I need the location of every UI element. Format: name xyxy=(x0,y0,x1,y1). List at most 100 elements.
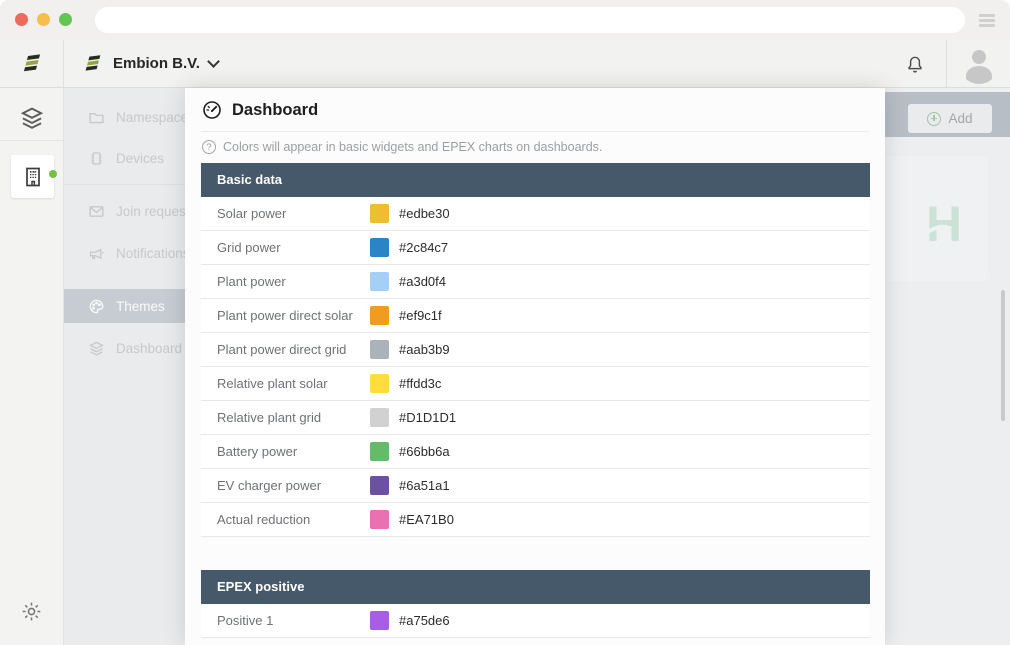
color-row[interactable]: Plant power direct grid #aab3b9 xyxy=(201,333,870,367)
color-row-label: Actual reduction xyxy=(217,512,311,527)
color-row-label: Relative plant grid xyxy=(217,410,322,425)
chevron-down-icon xyxy=(207,55,220,68)
color-row[interactable]: Relative plant grid #D1D1D1 xyxy=(201,401,870,435)
url-bar[interactable] xyxy=(95,7,965,33)
color-section: Basic data Solar power #edbe30 Grid powe… xyxy=(201,163,870,537)
section-header: EPEX positive xyxy=(201,570,870,604)
color-row[interactable]: Plant power direct solar #ef9c1f xyxy=(201,299,870,333)
color-hex-value: #D1D1D1 xyxy=(399,410,457,425)
sidebar-item-notifications[interactable]: Notifications xyxy=(64,236,254,270)
color-row-label: EV charger power xyxy=(217,478,322,493)
layers-icon xyxy=(20,107,43,129)
close-window-button[interactable] xyxy=(15,13,28,26)
color-row[interactable]: Positive 1 #a75de6 xyxy=(201,604,870,638)
color-hex-value: #2c84c7 xyxy=(399,240,449,255)
color-hex-value: #aab3b9 xyxy=(399,342,450,357)
color-swatch[interactable] xyxy=(370,374,389,393)
color-row-label: Positive 1 xyxy=(217,613,274,628)
modal-title: Dashboard xyxy=(232,100,319,119)
color-swatch[interactable] xyxy=(370,204,389,223)
color-swatch[interactable] xyxy=(370,611,389,630)
app-logo[interactable] xyxy=(0,40,64,87)
color-swatch[interactable] xyxy=(370,408,389,427)
browser-toolbar xyxy=(0,0,1010,40)
page-scrollbar-thumb[interactable] xyxy=(1001,290,1005,421)
chip-icon xyxy=(91,151,102,165)
color-swatch[interactable] xyxy=(370,238,389,257)
embion-logo-icon xyxy=(23,53,40,71)
color-row[interactable]: Plant power #a3d0f4 xyxy=(201,265,870,299)
color-row-label: Battery power xyxy=(217,444,298,459)
color-hex-value: #a3d0f4 xyxy=(399,274,446,289)
online-status-dot xyxy=(49,170,57,178)
rail-organization-button[interactable] xyxy=(11,155,54,198)
megaphone-icon xyxy=(89,248,104,259)
avatar xyxy=(958,43,999,84)
customer-logo: H xyxy=(926,196,962,252)
bell-icon xyxy=(908,56,922,73)
color-row-label: Plant power xyxy=(217,274,286,289)
color-hex-value: #6a51a1 xyxy=(399,478,450,493)
nav-divider xyxy=(64,184,254,185)
color-swatch[interactable] xyxy=(370,272,389,291)
color-hex-value: #ef9c1f xyxy=(399,308,442,323)
modal-divider xyxy=(201,131,869,132)
add-button[interactable]: Add xyxy=(908,104,992,133)
building-icon xyxy=(25,167,40,186)
rail-namespaces-button[interactable] xyxy=(0,105,63,131)
question-circle-icon: ? xyxy=(202,140,216,154)
color-hex-value: #a75de6 xyxy=(399,613,450,628)
folder-icon xyxy=(89,112,104,123)
color-hex-value: #66bb6a xyxy=(399,444,450,459)
color-row[interactable]: Battery power #66bb6a xyxy=(201,435,870,469)
plus-circle-icon xyxy=(927,111,942,126)
color-swatch[interactable] xyxy=(370,476,389,495)
color-row[interactable]: EV charger power #6a51a1 xyxy=(201,469,870,503)
maximize-window-button[interactable] xyxy=(59,13,72,26)
color-hex-value: #ffdd3c xyxy=(399,376,442,391)
organization-name: Embion B.V. xyxy=(113,55,200,72)
modal-hint: ? Colors will appear in basic widgets an… xyxy=(185,132,885,154)
color-row[interactable]: Actual reduction #EA71B0 xyxy=(201,503,870,537)
user-menu[interactable] xyxy=(946,40,1010,87)
color-swatch[interactable] xyxy=(370,306,389,325)
palette-icon xyxy=(89,299,104,313)
minimize-window-button[interactable] xyxy=(37,13,50,26)
icon-rail xyxy=(0,88,64,645)
color-swatch[interactable] xyxy=(370,510,389,529)
notifications-button[interactable] xyxy=(884,53,946,75)
color-row-label: Solar power xyxy=(217,206,287,221)
gear-icon xyxy=(22,602,41,621)
color-section: EPEX positive Positive 1 #a75de6 xyxy=(201,570,870,638)
color-hex-value: #EA71B0 xyxy=(399,512,454,527)
sidebar-item-label: Themes xyxy=(116,298,165,314)
sidebar-item-dashboard-te[interactable]: Dashboard te xyxy=(64,331,254,365)
sidebar-item-join-requests[interactable]: Join requests xyxy=(64,194,254,228)
color-row[interactable]: Grid power #2c84c7 xyxy=(201,231,870,265)
sidebar-item-label: Devices xyxy=(116,150,165,166)
envelope-icon xyxy=(89,205,104,217)
dashboard-theme-modal: Dashboard ? Colors will appear in basic … xyxy=(185,88,885,645)
color-row-label: Relative plant solar xyxy=(217,376,328,391)
organization-switcher[interactable]: Embion B.V. xyxy=(64,53,220,75)
sidebar-item-label: Join requests xyxy=(116,203,197,219)
color-swatch[interactable] xyxy=(370,340,389,359)
browser-menu-icon[interactable] xyxy=(979,14,995,27)
layers-icon xyxy=(89,341,104,356)
color-row[interactable]: Relative plant solar #ffdd3c xyxy=(201,367,870,401)
sidebar-item-namespaces[interactable]: Namespaces xyxy=(64,100,254,134)
rail-divider xyxy=(0,140,63,141)
color-hex-value: #edbe30 xyxy=(399,206,450,221)
gauge-icon xyxy=(203,101,221,119)
color-swatch[interactable] xyxy=(370,442,389,461)
sidebar-item-label: Notifications xyxy=(116,245,190,261)
color-row-label: Plant power direct grid xyxy=(217,342,347,357)
sidebar-item-devices[interactable]: Devices xyxy=(64,141,254,175)
color-row-label: Plant power direct solar xyxy=(217,308,353,323)
settings-button[interactable] xyxy=(0,600,63,623)
color-row-label: Grid power xyxy=(217,240,281,255)
color-row[interactable]: Solar power #edbe30 xyxy=(201,197,870,231)
sidebar-item-label: Dashboard te xyxy=(116,340,198,356)
sidebar-item-label: Namespaces xyxy=(116,109,195,125)
